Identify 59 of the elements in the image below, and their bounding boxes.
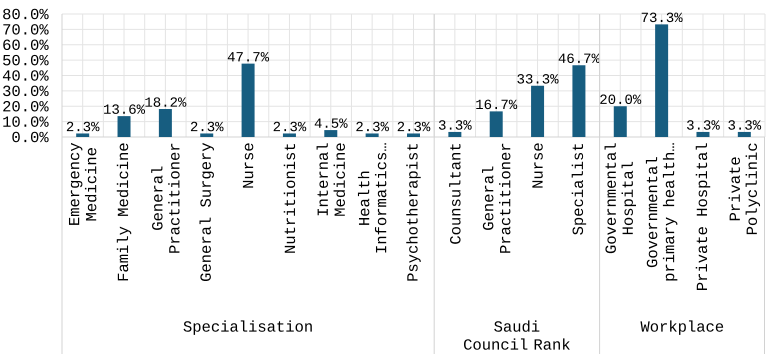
data-label: 2.3% (274, 122, 306, 132)
bar (118, 116, 131, 138)
data-label: 2.3% (190, 122, 224, 132)
y-tick-label: 20.0% (3, 100, 49, 112)
y-tick-label: 70.0% (3, 24, 49, 35)
x-tick-label: Counsultant (449, 144, 461, 244)
data-label: 20.0% (600, 94, 642, 104)
data-label: 4.5% (314, 118, 348, 128)
y-tick-label: 10.0% (3, 116, 49, 127)
bar (158, 109, 172, 138)
x-axis-title: Specialisation (184, 320, 312, 335)
data-label: 13.6% (104, 104, 146, 114)
data-label: 73.3% (642, 12, 683, 22)
bar (200, 133, 214, 138)
x-tick-label: Private Hospital (696, 143, 710, 290)
x-tick-label: Emergency Medicine (68, 142, 96, 225)
y-tick-label: 30.0% (3, 86, 49, 96)
x-tick-label: Private Polyclinic (728, 144, 760, 234)
x-tick-label: Nurse (532, 143, 543, 188)
y-tick-label: 40.0% (2, 70, 49, 81)
data-label: 2.3% (398, 122, 430, 132)
data-label: 46.7% (558, 54, 600, 64)
x-tick-label: Nurse (242, 143, 254, 188)
x-tick-label: Specialist (572, 144, 586, 235)
data-label: 18.2% (145, 97, 186, 107)
bar (490, 111, 503, 138)
x-tick-label: General Surgery (200, 142, 214, 282)
data-label: 47.7% (228, 52, 270, 62)
bar (76, 133, 90, 138)
data-label: 2.3% (66, 122, 100, 132)
y-tick-label: 50.0% (3, 54, 49, 66)
y-tick-label: 80.0% (3, 8, 49, 20)
bar (572, 65, 586, 138)
data-label: 33.3% (517, 74, 559, 84)
x-tick-label: Family Medicine (116, 143, 132, 280)
x-tick-label: Nutritionist (284, 144, 296, 253)
bar (282, 133, 296, 138)
x-axis-title: Workplace (640, 320, 724, 335)
y-tick-label: 60.0% (3, 39, 49, 50)
x-tick-label: Internal Medicine (316, 143, 346, 216)
bar (366, 133, 379, 138)
data-label: 3.3% (438, 120, 472, 130)
x-tick-label: Governmental primary health… (646, 143, 678, 281)
x-tick-label: General Practitioner (151, 144, 180, 253)
x-tick-label: Health Informatics… (358, 143, 386, 252)
data-label: 3.3% (687, 120, 720, 130)
x-tick-label: Governmental Hospital (604, 143, 636, 254)
data-label: 16.7% (476, 100, 518, 110)
bar (324, 130, 338, 138)
bar (406, 133, 420, 138)
data-label: 3.3% (728, 120, 762, 130)
x-axis-title: Saudi Council Rank (464, 320, 570, 350)
x-tick-label: Psychotherapist (406, 144, 421, 281)
bar (448, 132, 462, 138)
bar (531, 86, 544, 138)
data-label: 2.3% (356, 122, 389, 132)
x-tick-label: General Practitioner (482, 144, 510, 253)
bar (242, 64, 255, 138)
y-tick-label: 0.0% (12, 132, 49, 142)
